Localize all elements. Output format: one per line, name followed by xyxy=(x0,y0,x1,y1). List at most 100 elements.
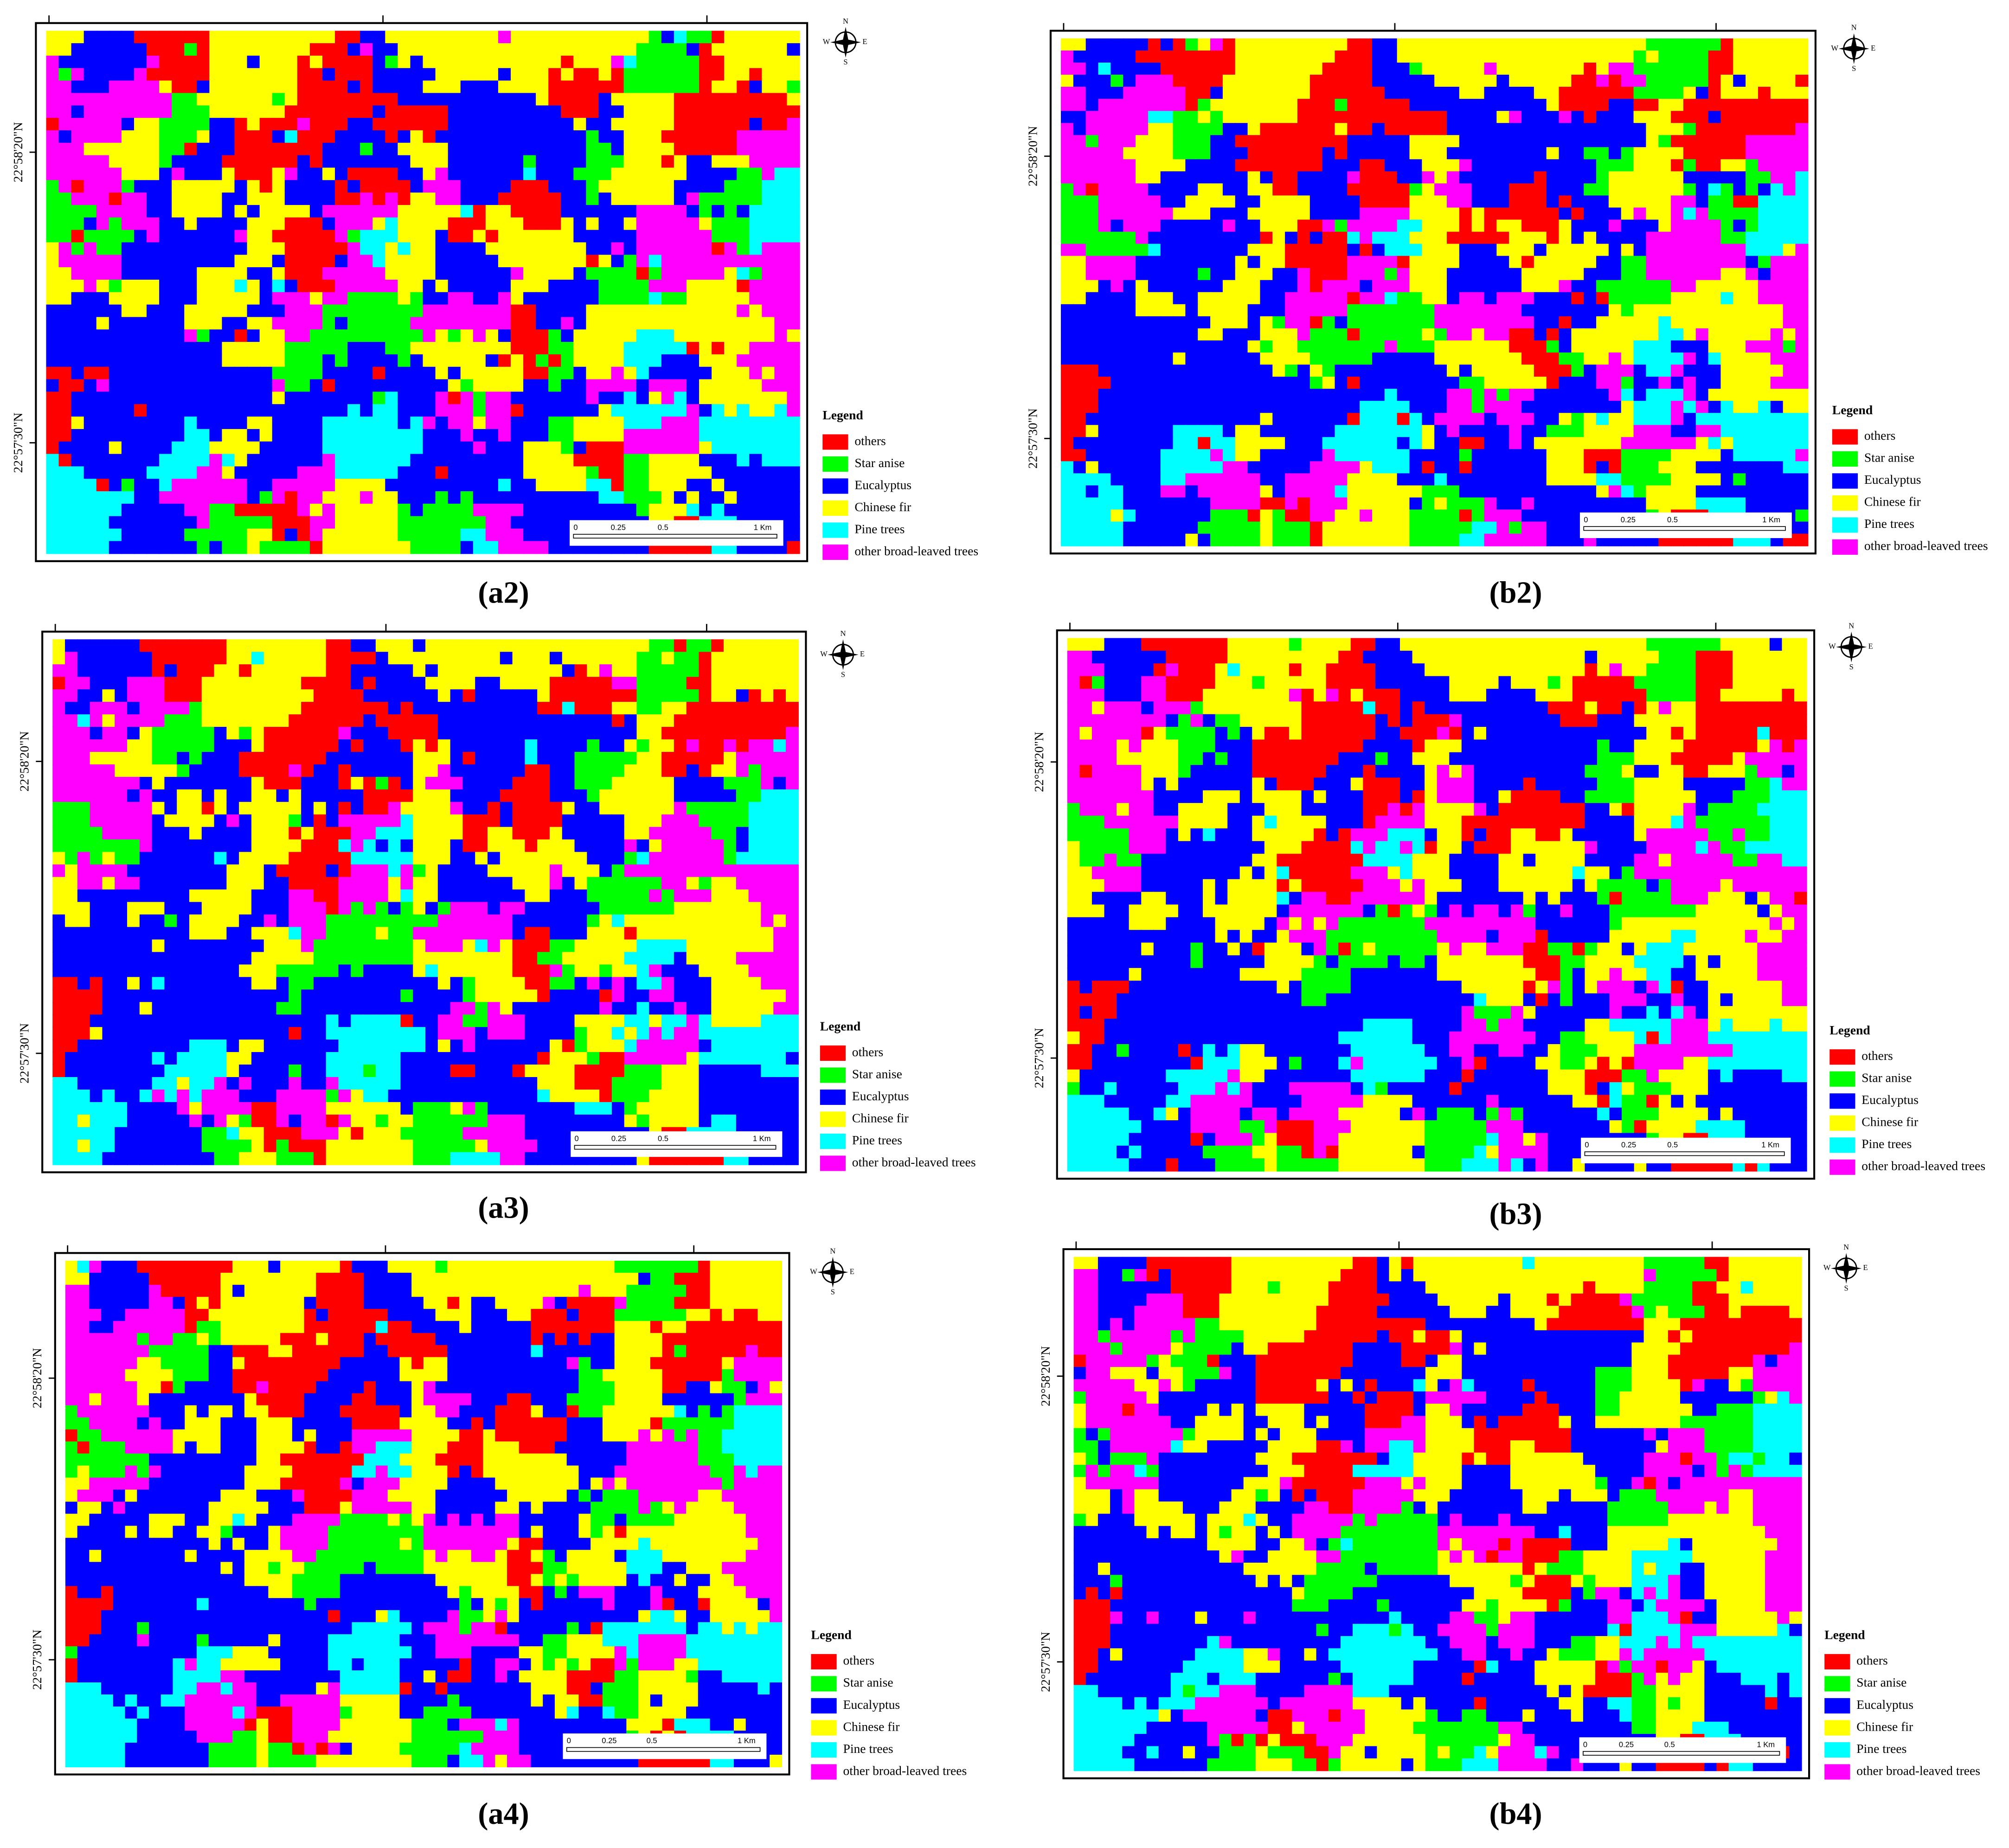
land-cover-cell xyxy=(1322,485,1335,498)
land-cover-cell xyxy=(686,242,700,256)
land-cover-cell xyxy=(197,503,210,517)
land-cover-cell xyxy=(259,379,273,392)
land-cover-cell xyxy=(297,130,311,143)
land-cover-cell xyxy=(134,292,148,305)
land-cover-cell xyxy=(1136,183,1149,196)
land-cover-cell xyxy=(787,93,800,106)
land-cover-cell xyxy=(1571,268,1585,281)
land-cover-cell xyxy=(448,479,461,492)
land-cover-cell xyxy=(548,255,562,268)
land-cover-cell xyxy=(234,479,248,492)
land-cover-cell xyxy=(1658,497,1672,510)
land-cover-cell xyxy=(1758,268,1771,281)
land-cover-cell xyxy=(360,503,373,517)
land-cover-cell xyxy=(1384,87,1398,100)
land-cover-cell xyxy=(1646,159,1659,172)
land-cover-cell xyxy=(1123,147,1136,160)
land-cover-cell xyxy=(1646,401,1659,414)
land-cover-cell xyxy=(1235,449,1248,462)
land-cover-cell xyxy=(1447,413,1460,426)
land-cover-cell xyxy=(234,528,248,542)
land-cover-cell xyxy=(1683,99,1696,112)
land-cover-cell xyxy=(423,43,436,57)
land-cover-cell xyxy=(1770,147,1784,160)
land-cover-cell xyxy=(661,479,674,492)
land-cover-cell xyxy=(511,205,524,218)
land-cover-cell xyxy=(787,255,800,268)
land-cover-cell xyxy=(1198,111,1211,124)
land-cover-cell xyxy=(1185,75,1199,88)
land-cover-cell xyxy=(1783,437,1796,450)
land-cover-cell xyxy=(1733,377,1746,390)
land-cover-cell xyxy=(1546,497,1560,510)
land-cover-cell xyxy=(1695,449,1709,462)
land-cover-cell xyxy=(1397,292,1410,305)
land-cover-cell xyxy=(96,43,109,57)
land-cover-cell xyxy=(71,105,84,119)
land-cover-cell xyxy=(46,304,59,318)
land-cover-cell xyxy=(674,267,687,281)
land-cover-cell xyxy=(1758,147,1771,160)
land-cover-cell xyxy=(636,479,649,492)
land-cover-cell xyxy=(1770,461,1784,474)
land-cover-cell xyxy=(661,379,674,392)
land-cover-cell xyxy=(536,528,549,542)
land-cover-cell xyxy=(372,279,386,293)
land-cover-cell xyxy=(1534,280,1547,293)
land-cover-cell xyxy=(1260,497,1273,510)
land-cover-cell xyxy=(1746,231,1759,244)
land-cover-cell xyxy=(1447,99,1460,112)
land-cover-cell xyxy=(1695,38,1709,51)
land-cover-cell xyxy=(511,454,524,467)
land-cover-cell xyxy=(1309,352,1323,366)
land-cover-cell xyxy=(1085,328,1099,341)
land-cover-cell xyxy=(1235,111,1248,124)
land-cover-cell xyxy=(1335,425,1348,438)
land-cover-cell xyxy=(1085,123,1099,136)
land-cover-cell xyxy=(1222,328,1236,341)
land-cover-cell xyxy=(598,354,612,367)
land-cover-cell xyxy=(1185,231,1199,244)
land-cover-cell xyxy=(1509,509,1522,522)
land-cover-cell xyxy=(1185,38,1199,51)
land-cover-cell xyxy=(686,491,700,504)
land-cover-cell xyxy=(1608,159,1622,172)
land-cover-cell xyxy=(1185,195,1199,208)
land-cover-cell xyxy=(184,479,198,492)
land-cover-cell xyxy=(184,93,198,106)
land-cover-cell xyxy=(1746,111,1759,124)
land-cover-cell xyxy=(109,155,122,168)
land-cover-cell xyxy=(159,255,173,268)
land-cover-cell xyxy=(423,267,436,281)
land-cover-cell xyxy=(573,441,587,455)
land-cover-cell xyxy=(1098,377,1111,390)
land-cover-cell xyxy=(46,292,59,305)
land-cover-cell xyxy=(1571,62,1585,76)
land-cover-cell xyxy=(71,404,84,417)
land-cover-cell xyxy=(448,31,461,44)
legend-label: Pine trees xyxy=(854,521,905,536)
land-cover-cell xyxy=(46,180,59,193)
land-cover-cell xyxy=(1746,135,1759,148)
land-cover-cell xyxy=(109,354,122,367)
land-cover-cell xyxy=(1347,425,1361,438)
land-cover-cell xyxy=(787,130,800,143)
land-cover-cell xyxy=(172,404,185,417)
land-cover-cell xyxy=(460,142,474,156)
land-cover-cell xyxy=(1770,195,1784,208)
land-cover-cell xyxy=(611,31,624,44)
land-cover-cell xyxy=(96,304,109,318)
land-cover-cell xyxy=(623,441,637,455)
land-cover-cell xyxy=(96,55,109,69)
land-cover-cell xyxy=(561,391,574,405)
land-cover-cell xyxy=(1098,183,1111,196)
land-cover-cell xyxy=(699,267,712,281)
land-cover-cell xyxy=(1110,377,1124,390)
land-cover-cell xyxy=(1608,244,1622,257)
land-cover-cell xyxy=(1509,159,1522,172)
land-cover-cell xyxy=(1484,437,1497,450)
land-cover-cell xyxy=(1285,256,1298,269)
land-cover-cell xyxy=(1198,280,1211,293)
land-cover-cell xyxy=(623,205,637,218)
land-cover-cell xyxy=(1309,159,1323,172)
